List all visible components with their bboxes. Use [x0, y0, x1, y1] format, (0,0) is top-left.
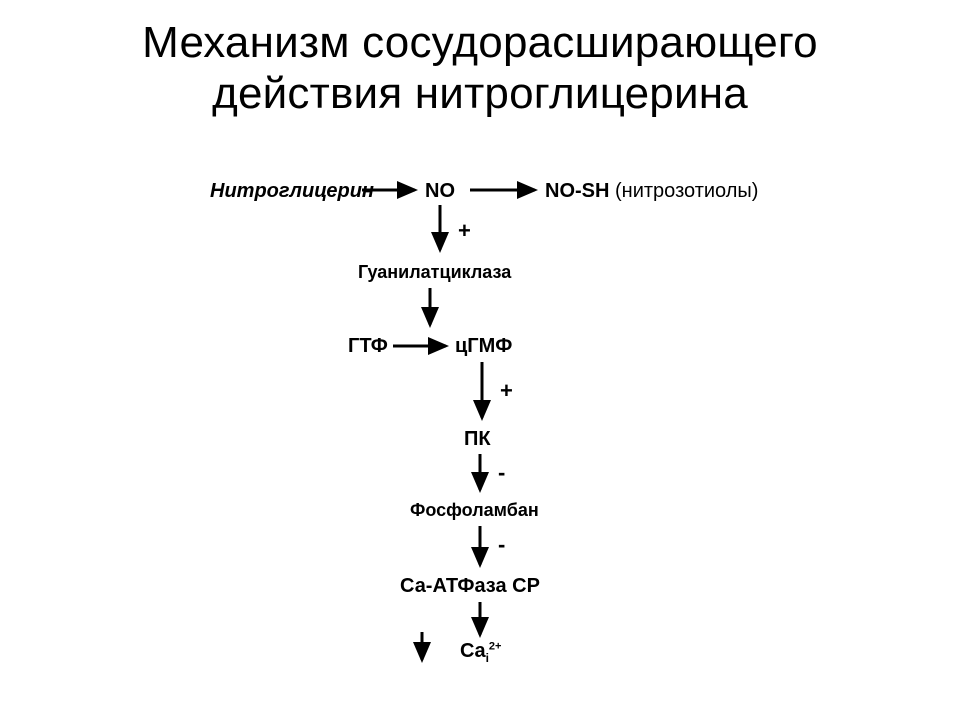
- node-cai-main: Ca: [460, 640, 486, 662]
- slide: Механизм сосудорасширающего действия нит…: [0, 0, 960, 720]
- sign-no-gc: +: [458, 218, 471, 244]
- node-caatpase: Са-АТФаза СР: [400, 575, 540, 598]
- node-cgmp: цГМФ: [455, 335, 512, 358]
- node-gtp: ГТФ: [348, 335, 388, 358]
- node-gc: Гуанилатциклаза: [358, 262, 511, 283]
- slide-title: Механизм сосудорасширающего действия нит…: [0, 18, 960, 119]
- node-phospholamban: Фосфоламбан: [410, 500, 539, 521]
- node-cai-sup: 2+: [489, 640, 502, 652]
- node-no: NO: [425, 180, 455, 203]
- node-pk: ПК: [464, 428, 491, 451]
- node-nosh-paren: (нитрозотиолы): [615, 180, 758, 202]
- node-nosh: NO-SH (нитрозотиолы): [545, 180, 758, 203]
- sign-pk-phos: -: [498, 460, 505, 486]
- mechanism-diagram: Нитроглицерин NO NO-SH (нитрозотиолы) Гу…: [200, 170, 760, 670]
- sign-cgmp-pk: +: [500, 378, 513, 404]
- title-line-2: действия нитроглицерина: [212, 69, 748, 118]
- sign-phos-ca: -: [498, 532, 505, 558]
- node-cai-sub: i: [486, 651, 489, 665]
- node-nitroglycerin: Нитроглицерин: [210, 180, 374, 203]
- title-line-1: Механизм сосудорасширающего: [142, 18, 818, 67]
- node-cai: Cai2+: [460, 640, 501, 665]
- node-nosh-label: NO-SH: [545, 180, 609, 202]
